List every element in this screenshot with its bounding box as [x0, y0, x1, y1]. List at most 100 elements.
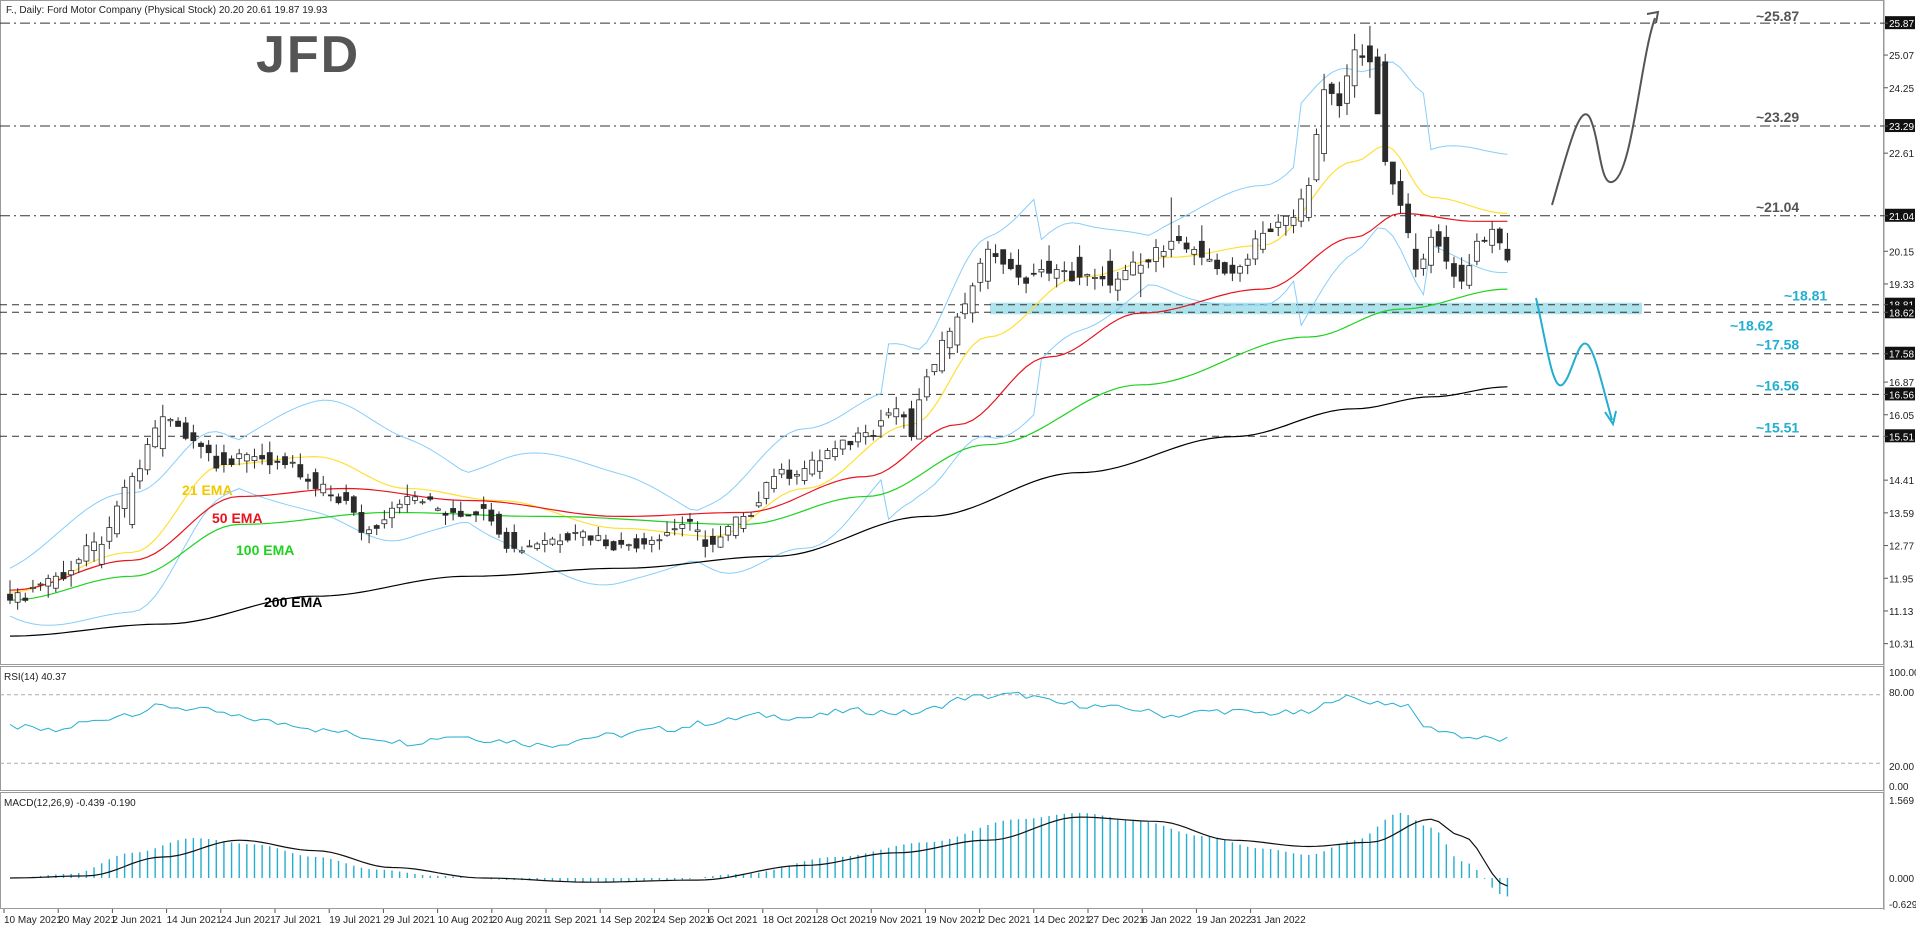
- date-axis-label: 10 Aug 2021: [438, 915, 495, 926]
- candle-body: [1069, 270, 1075, 282]
- candle-body: [480, 504, 487, 509]
- ema-line-50: [9, 212, 1508, 591]
- candle-body: [91, 541, 97, 552]
- date-axis-label: 9 Nov 2021: [871, 915, 923, 926]
- price-axis-highlight: [1885, 208, 1915, 222]
- date-axis-label: 6 Jan 2022: [1142, 915, 1192, 926]
- candle-body: [1267, 228, 1274, 233]
- date-axis-label: 19 Jul 2021: [329, 915, 381, 926]
- price-axis-highlight: [1885, 305, 1915, 319]
- candle-body: [1344, 75, 1350, 104]
- candle-body: [60, 572, 67, 580]
- price-axis-label: 25.87: [1889, 19, 1914, 30]
- price-axis-highlight: [1885, 119, 1915, 133]
- price-axis-highlight: [1885, 346, 1915, 360]
- candle-body: [1351, 49, 1358, 87]
- level-label-16.56: ~16.56: [1756, 377, 1799, 393]
- candle-body: [1153, 247, 1159, 262]
- candle-body: [190, 432, 197, 442]
- candle-body: [83, 545, 90, 562]
- level-label-18.62: ~18.62: [1730, 317, 1773, 333]
- support-zone-18.62-18.81: [990, 302, 1642, 315]
- candle-body: [259, 455, 266, 460]
- candle-body: [1130, 261, 1136, 276]
- candle-body: [1122, 270, 1129, 281]
- candle-body: [618, 539, 625, 545]
- candle-body: [30, 587, 36, 589]
- candle-body: [1412, 248, 1419, 270]
- date-axis-label: 27 Dec 2021: [1088, 915, 1145, 926]
- candle-body: [534, 543, 541, 549]
- candle-body: [709, 535, 716, 545]
- candle-body: [503, 531, 510, 549]
- date-axis-label: 20 May 2021: [58, 915, 116, 926]
- price-axis-label: 16.05: [1889, 411, 1914, 422]
- jfd-logo: JFD: [256, 26, 358, 84]
- candle-body: [282, 456, 288, 466]
- candle-body: [610, 541, 617, 551]
- candle-body: [946, 330, 953, 349]
- candle-body: [121, 486, 128, 509]
- price-axis-label: 11.13: [1889, 607, 1914, 618]
- candle-body: [205, 444, 212, 454]
- price-axis-label: 16.87: [1889, 378, 1914, 389]
- candle-body: [1145, 259, 1152, 263]
- candle-body: [1000, 249, 1007, 265]
- ema-line-200: [9, 386, 1508, 637]
- candle-body: [1443, 236, 1450, 262]
- candle-body: [572, 531, 579, 534]
- date-axis-label: 20 Aug 2021: [492, 915, 549, 926]
- candle-body: [457, 510, 464, 517]
- candle-body: [687, 518, 693, 522]
- rsi-axis-0: 0.00: [1889, 782, 1909, 793]
- candle-body: [832, 448, 839, 458]
- candle-body: [129, 476, 136, 525]
- date-axis-label: 14 Jun 2021: [167, 915, 222, 926]
- candle-body: [1313, 134, 1320, 181]
- date-axis-label: 6 Oct 2021: [709, 915, 758, 926]
- candle-body: [335, 496, 342, 504]
- candle-body: [1466, 265, 1473, 286]
- candle-body: [1451, 263, 1457, 277]
- ema100-label: 100 EMA: [236, 542, 294, 558]
- candle-body: [908, 408, 915, 438]
- candle-body: [1183, 242, 1190, 250]
- candle-body: [289, 461, 296, 464]
- candle-body: [985, 248, 991, 282]
- price-axis-label: 25.07: [1889, 51, 1914, 62]
- candle-body: [679, 524, 686, 529]
- bearish-scenario-path: [1535, 297, 1613, 421]
- candle-body: [1290, 216, 1297, 226]
- candle-body: [1214, 259, 1221, 270]
- candle-body: [1107, 260, 1114, 286]
- ema50-label: 50 EMA: [212, 510, 263, 526]
- candle-body: [182, 422, 189, 439]
- candle-body: [404, 496, 411, 505]
- support-zone-layer: [990, 302, 1642, 315]
- candle-body: [694, 529, 701, 532]
- candle-body: [1435, 231, 1442, 247]
- macd-axis-min: -0.629: [1889, 900, 1916, 911]
- candle-body: [465, 514, 472, 517]
- price-axis-label: 17.58: [1889, 350, 1914, 361]
- candle-body: [243, 454, 250, 462]
- price-axis-label: 22.61: [1889, 149, 1914, 160]
- candle-body: [412, 496, 418, 501]
- candle-body: [702, 539, 709, 547]
- macd-layer: [9, 812, 1509, 897]
- candle-body: [488, 509, 495, 522]
- macd-axis-zero: 0.000: [1889, 874, 1914, 885]
- price-axis-label: 15.51: [1889, 432, 1914, 443]
- candle-body: [274, 460, 281, 463]
- candle-body: [450, 508, 457, 513]
- candle-body: [595, 535, 602, 541]
- candle-body: [14, 592, 21, 603]
- rsi-label: RSI(14) 40.37: [4, 672, 67, 683]
- candle-body: [266, 452, 273, 466]
- candle-body: [1023, 277, 1030, 284]
- macd-axis-max: 1.569: [1889, 796, 1914, 807]
- candle-body: [755, 502, 762, 507]
- candle-body: [1046, 260, 1052, 274]
- candle-body: [1328, 83, 1335, 94]
